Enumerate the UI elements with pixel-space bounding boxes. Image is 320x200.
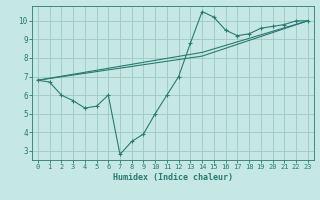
X-axis label: Humidex (Indice chaleur): Humidex (Indice chaleur) bbox=[113, 173, 233, 182]
